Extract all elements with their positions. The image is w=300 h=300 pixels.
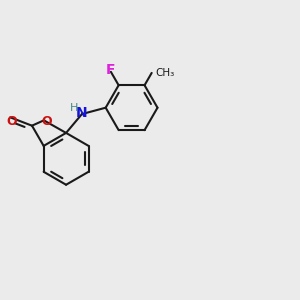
Text: H: H <box>70 103 78 112</box>
Text: F: F <box>106 63 116 77</box>
Text: N: N <box>76 106 88 120</box>
Text: O: O <box>6 115 17 128</box>
Text: O: O <box>41 115 52 128</box>
Text: CH₃: CH₃ <box>155 68 175 78</box>
